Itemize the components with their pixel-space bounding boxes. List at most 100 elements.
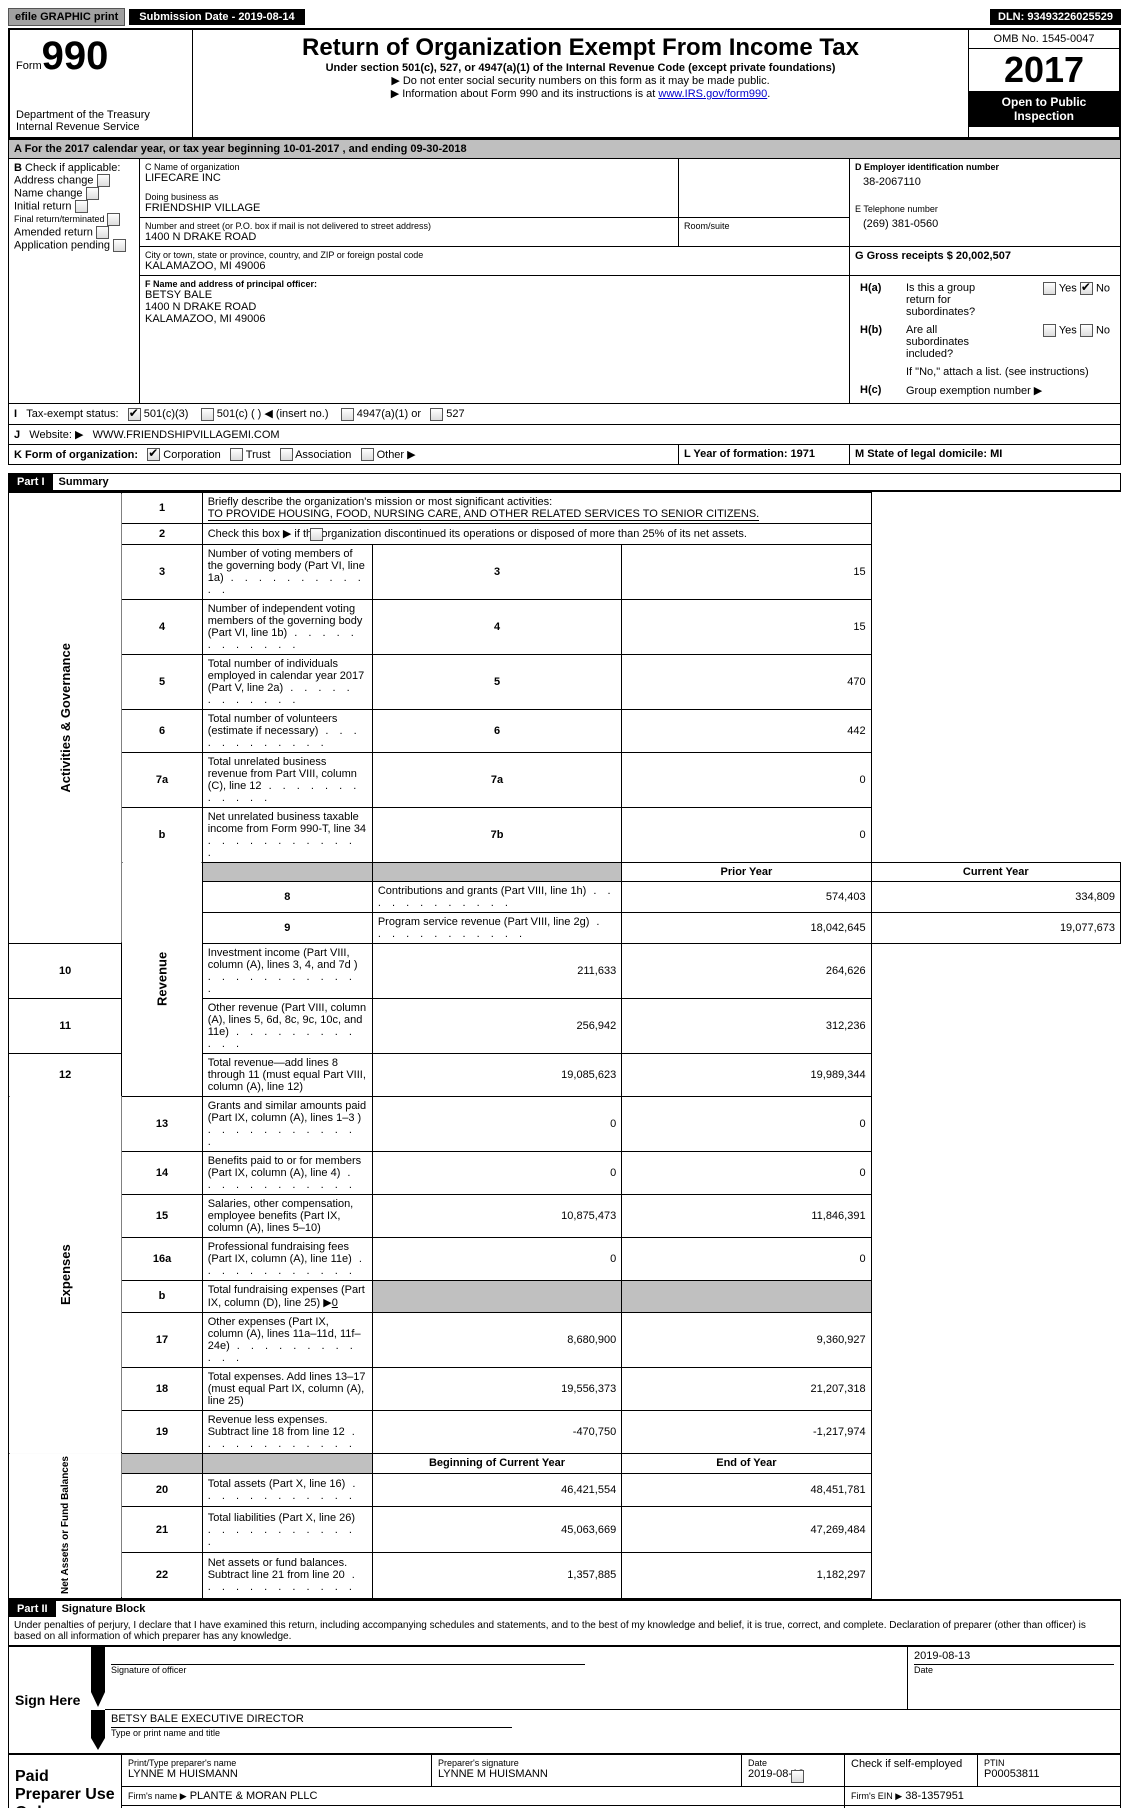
check-initial-return[interactable]: Initial return [14, 200, 134, 213]
check-address-change[interactable]: Address change [14, 174, 134, 187]
col-prior: Prior Year [721, 866, 773, 878]
line7a-desc: Total unrelated business revenue from Pa… [202, 752, 372, 807]
hc-code: H(c) [860, 384, 881, 396]
line13-prior: 0 [372, 1096, 621, 1151]
line16a-desc: Professional fundraising fees (Part IX, … [202, 1237, 372, 1280]
form-word: Form [16, 60, 42, 72]
omb-number: OMB No. 1545-0047 [969, 30, 1119, 49]
hb-no-checkbox[interactable] [1080, 324, 1093, 337]
i-4947-checkbox[interactable] [341, 408, 354, 421]
ha-no-checkbox[interactable] [1080, 282, 1093, 295]
check-app-pending[interactable]: Application pending [14, 239, 134, 252]
prep-date-label: Date [748, 1758, 838, 1768]
mission-text: TO PROVIDE HOUSING, FOOD, NURSING CARE, … [208, 508, 760, 521]
i-501c-checkbox[interactable] [201, 408, 214, 421]
addr-label: Number and street (or P.O. box if mail i… [145, 221, 673, 231]
self-employed-checkbox[interactable] [791, 1770, 804, 1783]
open-to-public: Open to Public Inspection [969, 91, 1119, 127]
line14-desc: Benefits paid to or for members (Part IX… [202, 1151, 372, 1194]
hb-label: Are all subordinates included? [906, 324, 969, 360]
line22-end: 1,182,297 [622, 1552, 871, 1598]
line12-desc: Total revenue—add lines 8 through 11 (mu… [202, 1053, 372, 1096]
line5-val: 470 [622, 654, 871, 709]
arrow-icon [91, 1647, 105, 1707]
line20-begin: 46,421,554 [372, 1474, 621, 1507]
ptin: P00053811 [984, 1768, 1114, 1780]
officer-addr1: 1400 N DRAKE ROAD [145, 301, 844, 313]
i-501c3-checkbox[interactable] [128, 408, 141, 421]
line15-desc: Salaries, other compensation, employee b… [202, 1194, 372, 1237]
q2-text: Check this box ▶ if the organization dis… [208, 528, 747, 540]
line8-current: 334,809 [871, 881, 1120, 912]
sig-name: BETSY BALE EXECUTIVE DIRECTOR [111, 1713, 512, 1728]
line7b-val: 0 [622, 807, 871, 862]
line18-prior: 19,556,373 [372, 1367, 621, 1410]
prep-sig-label: Preparer's signature [438, 1758, 735, 1768]
line17-prior: 8,680,900 [372, 1312, 621, 1367]
col-begin: Beginning of Current Year [429, 1457, 565, 1469]
efile-print-button[interactable]: efile GRAPHIC print [8, 8, 125, 26]
q2-checkbox[interactable] [310, 528, 323, 541]
line14-current: 0 [622, 1151, 871, 1194]
h-note: If "No," attach a list. (see instruction… [901, 363, 1115, 381]
line20-desc: Total assets (Part X, line 16) [202, 1474, 372, 1507]
k-trust-checkbox[interactable] [230, 448, 243, 461]
check-amended[interactable]: Amended return [14, 226, 134, 239]
street-address: 1400 N DRAKE ROAD [145, 231, 673, 243]
col-current: Current Year [963, 866, 1029, 878]
part1-title: Summary [53, 476, 109, 488]
top-bar: efile GRAPHIC print Submission Date - 20… [8, 8, 1121, 26]
line21-begin: 45,063,669 [372, 1507, 621, 1553]
submission-date: Submission Date - 2019-08-14 [129, 9, 304, 25]
irs-link[interactable]: www.IRS.gov/form990 [658, 88, 767, 100]
j-label: Website: ▶ [29, 429, 83, 441]
b-label: Check if applicable: [25, 162, 120, 174]
line11-current: 312,236 [622, 998, 871, 1053]
tax-year: 2017 [969, 49, 1119, 91]
dept-treasury: Department of the Treasury [16, 109, 186, 121]
entity-info-table: A For the 2017 calendar year, or tax yea… [8, 139, 1121, 465]
line9-current: 19,077,673 [871, 912, 1120, 943]
line20-end: 48,451,781 [622, 1474, 871, 1507]
k-corp-checkbox[interactable] [147, 448, 160, 461]
sig-date-label: Date [914, 1665, 1114, 1675]
side-label-governance: Activities & Governance [9, 493, 122, 944]
telephone: (269) 381-0560 [855, 214, 1115, 234]
yes-label: Yes [1059, 282, 1077, 294]
side-label-expenses: Expenses [9, 1096, 122, 1453]
note-ssn: ▶ Do not enter social security numbers o… [199, 74, 962, 87]
firm-ein: 38-1357951 [905, 1790, 964, 1802]
line15-prior: 10,875,473 [372, 1194, 621, 1237]
firm-name-label: Firm's name ▶ [128, 1791, 187, 1801]
check-name-change[interactable]: Name change [14, 187, 134, 200]
sig-name-label: Type or print name and title [111, 1728, 1114, 1738]
line3-num: 3 [122, 544, 202, 599]
line17-current: 9,360,927 [622, 1312, 871, 1367]
k-other-checkbox[interactable] [361, 448, 374, 461]
line3-val: 15 [622, 544, 871, 599]
ha-code: H(a) [860, 282, 881, 294]
line9-desc: Program service revenue (Part VIII, line… [372, 912, 621, 943]
line13-current: 0 [622, 1096, 871, 1151]
k-assoc-checkbox[interactable] [280, 448, 293, 461]
line22-begin: 1,357,885 [372, 1552, 621, 1598]
sig-officer-label: Signature of officer [111, 1665, 901, 1675]
form-title: Return of Organization Exempt From Incom… [199, 34, 962, 62]
hb-yes-checkbox[interactable] [1043, 324, 1056, 337]
dba-label: Doing business as [145, 192, 673, 202]
line4-val: 15 [622, 599, 871, 654]
part1-header: Part I [9, 474, 53, 490]
part2-header: Part II [9, 1601, 56, 1617]
website-url: WWW.FRIENDSHIPVILLAGEMI.COM [93, 429, 280, 441]
i-527-checkbox[interactable] [430, 408, 443, 421]
line13-desc: Grants and similar amounts paid (Part IX… [202, 1096, 372, 1151]
line21-end: 47,269,484 [622, 1507, 871, 1553]
irs-label: Internal Revenue Service [16, 121, 186, 133]
ha-yes-checkbox[interactable] [1043, 282, 1056, 295]
check-if-self-employed: Check if self-employed [851, 1758, 962, 1770]
line4-desc: Number of independent voting members of … [202, 599, 372, 654]
room-label: Room/suite [684, 221, 844, 231]
line9-prior: 18,042,645 [622, 912, 871, 943]
check-final-return[interactable]: Final return/terminated [14, 213, 134, 226]
dba-name: FRIENDSHIP VILLAGE [145, 202, 673, 214]
